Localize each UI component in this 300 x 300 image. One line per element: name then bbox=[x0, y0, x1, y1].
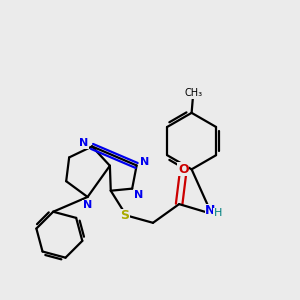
Text: S: S bbox=[120, 209, 129, 223]
Text: N: N bbox=[134, 190, 143, 200]
Text: N: N bbox=[83, 200, 92, 210]
Text: H: H bbox=[214, 208, 222, 218]
Text: N: N bbox=[205, 204, 215, 218]
Text: N: N bbox=[79, 139, 88, 148]
Text: N: N bbox=[140, 158, 150, 167]
Text: CH₃: CH₃ bbox=[184, 88, 203, 98]
Text: O: O bbox=[178, 163, 189, 176]
